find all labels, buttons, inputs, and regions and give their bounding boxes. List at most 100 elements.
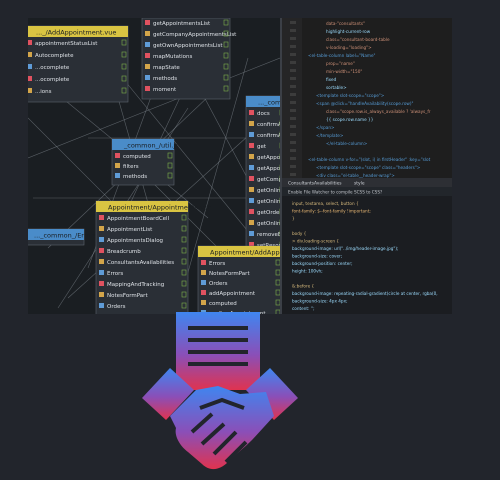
methods-node-item: moment [153, 87, 177, 93]
methods-node-item-port [223, 85, 229, 92]
util-node-item: filters [123, 164, 139, 170]
gutter-mark [290, 133, 296, 136]
util-node-item-icon [115, 173, 120, 178]
code-editor-pane: data-"consultants" highlight-current-row c… [282, 18, 452, 314]
appointments-node-item-icon [99, 226, 104, 231]
code-line: sortable> [326, 85, 347, 90]
scss-line: background-image: repeating-radial-gradi… [292, 291, 438, 296]
add-appointment-node-2-item-port [275, 279, 280, 286]
code-line: fixed [326, 77, 337, 82]
add-appointment-node-item-port [121, 87, 127, 94]
add-appointment-node-item-icon [28, 52, 32, 57]
add-appointment-node-2-item: addAppointment [209, 291, 256, 297]
util-node: _common_/util.js computed filters methods [111, 138, 179, 186]
gutter-mark [290, 21, 296, 24]
common-node-item-icon [249, 110, 254, 115]
gutter-mark [290, 85, 296, 88]
methods-node-item-port [223, 74, 229, 81]
methods-node-item: getAppointmentsList [153, 21, 211, 27]
common-node-item-icon [249, 154, 254, 159]
methods-node-item-port [223, 52, 229, 59]
appointments-node-item-port [181, 225, 187, 232]
util-node-item: computed [123, 154, 151, 160]
add-appointment-node-2-item-port [275, 259, 280, 266]
connector-line [28, 57, 280, 159]
add-appointment-node-2-item-port [275, 299, 280, 306]
common-node-title: ..._common [258, 99, 280, 107]
errors-node: ..._common_/Errors.js [28, 228, 104, 246]
common-node-item: getOnline [257, 221, 280, 227]
util-node-header [112, 139, 174, 150]
add-appointment-node-box [28, 25, 129, 103]
appointments-node-item: AppointmentsDialog [107, 238, 163, 244]
scss-line: background-position: center; [292, 261, 353, 266]
appointments-node-item-icon [99, 292, 104, 297]
add-appointment-node-item: ...ions [35, 89, 52, 95]
code-line: <el-table-column label="Name" [308, 53, 376, 58]
add-appointment-node-item: appointmentStatusList [35, 41, 98, 47]
appointments-node-item-icon [99, 237, 104, 242]
methods-node-item: getOwnAppointmentsList [153, 43, 223, 49]
gutter-mark [290, 141, 296, 144]
common-node-item: removeEm [257, 232, 280, 238]
code-line: <span @click="handleAvailability(scope.r… [316, 101, 413, 106]
util-node-item-icon [115, 163, 120, 168]
methods-node-item-icon [145, 31, 150, 36]
common-node-item-icon [249, 242, 254, 247]
add-appointment-node-item: Autocomplete [35, 53, 74, 59]
add-appointment-node-2-item-icon [201, 270, 206, 275]
file-watcher-hint: Enable File Watcher to compile SCSS to C… [288, 190, 382, 195]
scss-line: height: 100vh; [292, 269, 323, 274]
appointments-node: Appointment/Appointments.vue AppointmentB… [95, 200, 212, 314]
code-line: min-width="150" [326, 69, 362, 74]
appointments-node-item-icon [99, 281, 104, 286]
add-appointment-node-item-icon [28, 64, 32, 69]
common-node-item: getOnline [257, 188, 280, 194]
appointments-node-item-port [181, 302, 187, 309]
gutter-mark [290, 53, 296, 56]
code-line: highlight-current-row [326, 29, 371, 34]
add-appointment-node-item: ...ocomplete [35, 77, 70, 83]
util-node-title: _common_/util.js [123, 142, 179, 150]
code-line: <div class="el-table__header-wrap"> [316, 173, 395, 178]
add-appointment-node: ..._/AddAppointment.vue appointmentStatus… [28, 25, 129, 103]
add-appointment-node-2-title: Appointment/AddAppointment.vue [210, 249, 280, 257]
appointments-node-item: ConsultantsAvailabilities [107, 260, 174, 266]
add-appointment-node-title: ..._/AddAppointment.vue [36, 29, 116, 37]
code-line: <template slot-scope="scope"> [316, 93, 385, 98]
methods-node-box [141, 18, 231, 100]
errors-node-header [28, 229, 84, 240]
common-node-item: docs [257, 111, 270, 117]
gutter-mark [290, 29, 296, 32]
methods-node-item-port [223, 30, 229, 37]
methods-node-item: methods [153, 76, 177, 82]
code-line: {{ scope.row.name }} [326, 117, 374, 122]
appointments-node-item: AppointmentList [107, 227, 153, 233]
code-line: <template slot-scope="scope" class="head… [316, 165, 421, 170]
common-node-item: getOnline [257, 199, 280, 205]
methods-node-item-icon [145, 86, 150, 91]
common-node-item: confirmAp [257, 133, 280, 139]
scss-line: body { [292, 231, 307, 236]
methods-node-item: getCompanyAppointmentsList [153, 32, 237, 38]
pane-divider [280, 18, 282, 314]
gutter-mark [290, 37, 296, 40]
methods-node-item-icon [145, 20, 150, 25]
common-node-item-icon [249, 121, 254, 126]
util-node-item-port [167, 162, 173, 169]
util-node-item-port [167, 152, 173, 159]
scss-line: background-size: 4px 4px; [292, 299, 347, 304]
code-line: <el-table-column v-for="(slot, i) in fir… [308, 157, 431, 162]
file-watcher-bar [282, 187, 452, 196]
add-appointment-node-item-port [121, 51, 127, 58]
methods-node-item-port [223, 63, 229, 70]
add-appointment-node-2: Appointment/AddAppointment.vue Errors Note… [197, 245, 280, 314]
scss-line: content: ''; [292, 306, 315, 311]
appointments-node-item-port [181, 269, 187, 276]
code-line: </span> [316, 125, 335, 130]
add-appointment-node-item-icon [28, 40, 32, 45]
appointments-node-item-port [181, 280, 187, 287]
gutter-mark [290, 173, 296, 176]
code-line: class="consultant-board-table [326, 37, 390, 42]
methods-node-item: mapMutations [153, 54, 193, 60]
